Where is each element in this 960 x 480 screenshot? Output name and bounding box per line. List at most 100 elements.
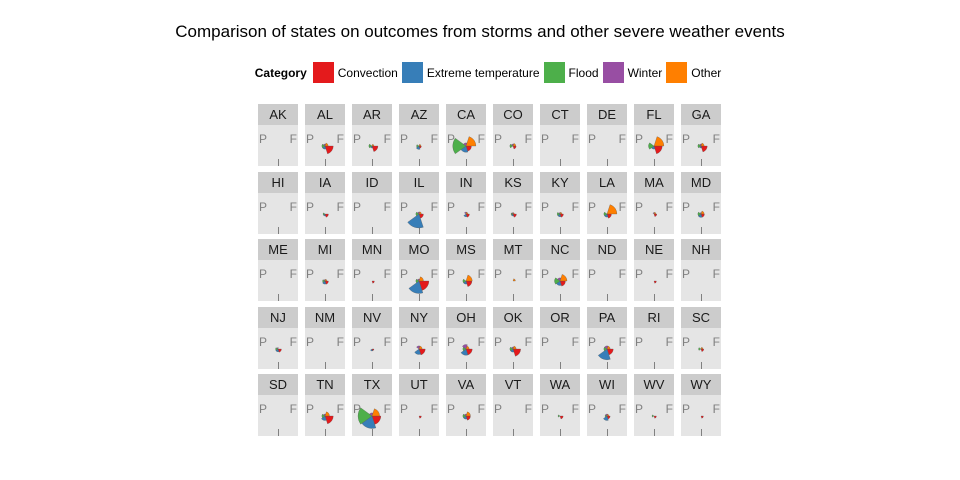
rose-wedge-other [606,203,618,214]
axis-tick [325,361,326,369]
rose-plot [697,142,708,153]
axis-label-f: F [618,199,626,214]
axis-label-p: P [259,402,268,416]
axis-label-f: F [524,334,532,349]
axis-label-f: F [712,132,720,146]
axis-label-p: P [400,199,409,214]
rose-wedge-convection [653,213,657,217]
facet-panel-nj: NJ P F [258,306,298,369]
rose-plot [460,343,473,355]
axis-tick [654,429,655,436]
rose-wedge-flood [509,143,514,149]
axis-label-p: P [447,199,456,214]
axis-label-f: F [618,402,626,416]
facet-strip-label: CA [446,104,486,125]
axis-tick [607,226,608,234]
facet-strip-label: MN [352,239,392,260]
facet-strip-label: MI [305,239,345,260]
facet-strip-label: MT [493,239,533,260]
rose-wedge-other [371,143,375,147]
facet-strip-label: VA [446,374,486,395]
axis-label-p: P [400,402,409,416]
rose-plot [603,413,611,421]
axis-label-p: P [353,132,362,146]
axis-label-f: F [618,334,626,349]
facet-panel-ut: UT P F [399,374,439,436]
facet-panel-id: ID P F [352,171,392,234]
axis-label-p: P [447,402,456,416]
axis-label-f: F [524,132,532,146]
axis-label-p: P [682,267,691,281]
facet-strip-label: IA [305,171,345,193]
rose-plot [462,411,471,421]
axis-label-p: P [635,334,644,349]
legend-label: Flood [568,65,599,80]
facet-strip-label: AR [352,104,392,125]
rose-plot [321,142,334,155]
axis-label-p: P [447,334,456,349]
rose-wedge-convection [653,145,663,155]
axis-label-p: P [588,132,597,146]
rose-plot [305,307,345,369]
axis-label-f: F [336,334,344,349]
legend-key-winter: Winter [602,62,663,83]
axis-label-f: F [524,402,532,416]
rose-plot [493,374,533,436]
axis-label-f: F [289,199,297,214]
rose-wedge-extreme-temperature [370,348,373,351]
rose-plot [258,172,298,234]
axis-tick [607,361,608,369]
rose-wedge-other [700,346,704,349]
facet-panel-il: IL P F [399,171,439,234]
rose-wedge-extreme-temperature [322,280,327,285]
facet-panel-wa: WA P F [540,374,580,436]
facet-strip-label: CT [540,104,580,125]
axis-label-p: P [682,402,691,416]
axis-tick [466,429,467,436]
facet-panel-nm: NM P F [305,306,345,369]
facet-strip-label: OR [540,306,580,328]
axis-tick [278,159,279,166]
rose-wedge-other [465,211,469,214]
rose-plot [554,274,568,287]
rose-wedge-other [324,142,329,147]
axis-tick [560,429,561,436]
rose-wedge-flood [415,278,420,284]
rose-wedge-convection [371,280,375,284]
rose-wedge-other [418,276,424,282]
axis-label-p: P [447,132,456,146]
rose-wedge-other [606,345,611,349]
axis-tick [466,226,467,234]
axis-label-f: F [336,132,344,146]
axis-label-p: P [259,334,268,349]
facet-strip-label: FL [634,104,674,125]
axis-label-p: P [259,267,268,281]
rose-plot [653,280,657,284]
legend-label: Winter [627,65,663,80]
axis-label-f: F [289,132,297,146]
axis-label-f: F [430,334,438,349]
axis-tick [560,159,561,166]
rose-wedge-other [559,274,568,282]
rose-wedge-other [653,211,657,214]
rose-wedge-flood [510,212,514,215]
rose-wedge-convection [700,415,704,419]
rose-wedge-extreme-temperature [275,348,280,352]
rose-wedge-flood [697,143,702,149]
rose-wedge-other [324,278,328,282]
axis-label-p: P [588,402,597,416]
rose-wedge-convection [653,280,657,284]
axis-tick [419,361,420,369]
legend: Category Convection Extreme temperature … [0,62,960,83]
rose-wedge-extreme-temperature [408,280,424,294]
facet-panel-nd: ND P F [587,239,627,301]
axis-tick [560,361,561,369]
rose-wedge-convection [653,415,657,419]
facet-panel-ct: CT P F [540,104,580,166]
axis-label-p: P [682,334,691,349]
axis-label-f: F [430,199,438,214]
axis-label-f: F [571,334,579,349]
rose-wedge-other [418,211,422,214]
legend-swatch [666,62,688,83]
rose-plot [698,346,704,352]
